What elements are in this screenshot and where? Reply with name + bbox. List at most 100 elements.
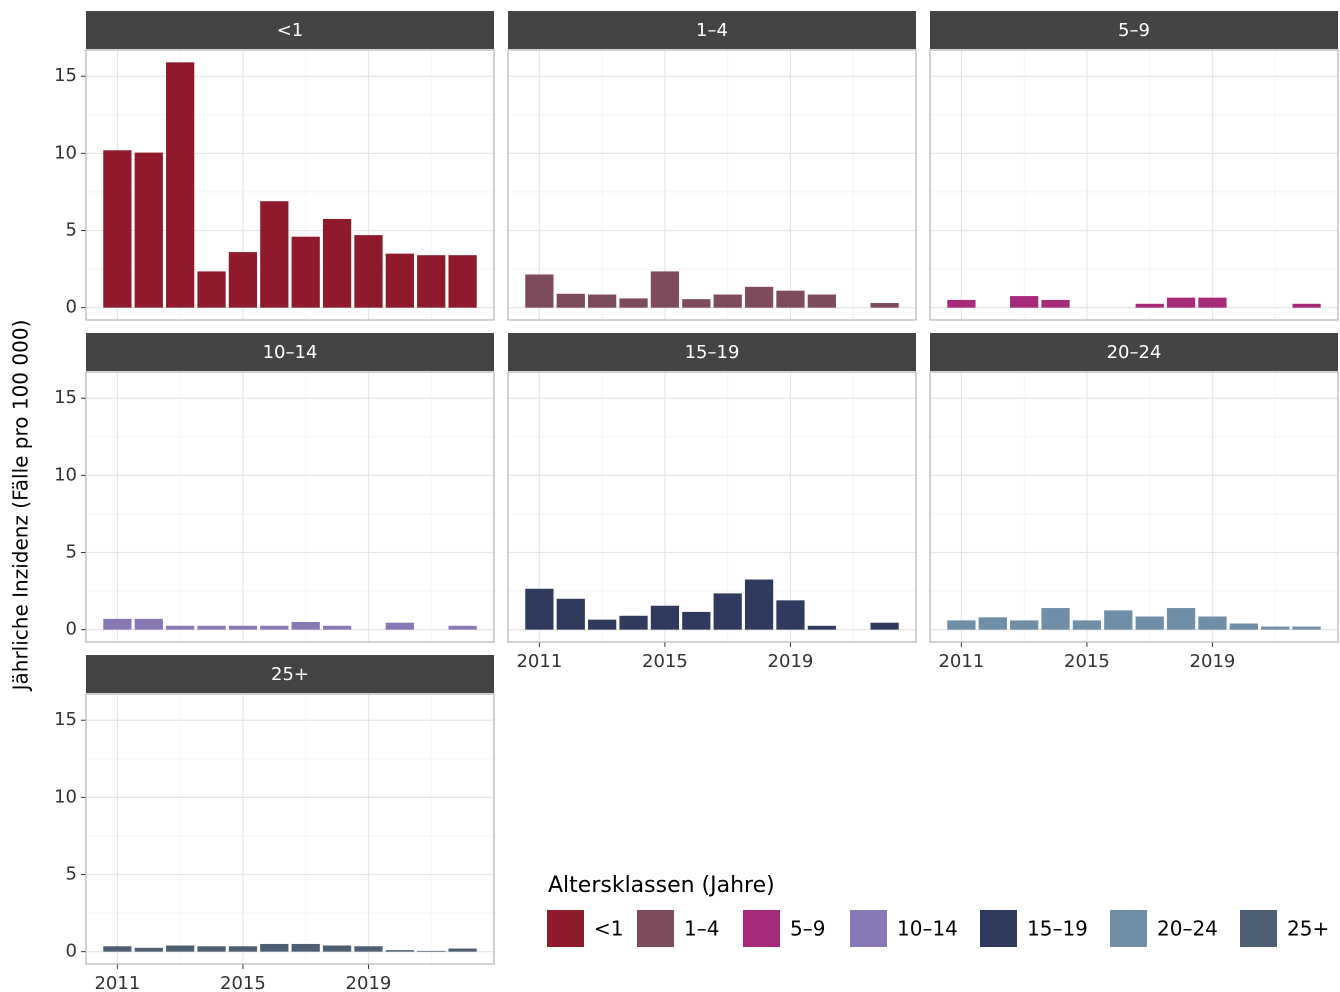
bar (1166, 297, 1196, 308)
legend-label: 15–19 (1027, 917, 1088, 941)
strip-label: 1–4 (696, 20, 728, 41)
bar (197, 271, 226, 308)
legend-title: Altersklassen (Jahre) (548, 873, 775, 898)
bar (448, 948, 477, 952)
bar (197, 625, 226, 630)
panel-border (85, 371, 495, 643)
legend-key (637, 910, 674, 947)
y-tick-label: 0 (66, 941, 77, 962)
bar (385, 950, 414, 952)
y-tick-label: 0 (66, 619, 77, 640)
y-tick-label: 10 (54, 464, 77, 485)
bar (228, 946, 258, 952)
bar (291, 236, 320, 308)
bar (978, 617, 1007, 630)
legend-key (547, 910, 584, 947)
y-tick-label: 15 (54, 387, 77, 408)
legend-label: 10–14 (897, 917, 958, 941)
x-tick-label: 2019 (768, 651, 814, 672)
legend-key (1240, 910, 1277, 947)
bar (619, 615, 648, 630)
legend-key (1110, 910, 1147, 947)
bar (448, 255, 477, 308)
strip (86, 11, 494, 49)
bar (385, 253, 414, 308)
bar (291, 621, 320, 630)
strip-label: 25+ (271, 664, 309, 685)
bar (1135, 303, 1164, 308)
bar (166, 62, 195, 308)
legend-label: 1–4 (684, 917, 719, 941)
bar (417, 255, 446, 308)
bar (1261, 626, 1290, 630)
y-tick-label: 0 (66, 297, 77, 318)
bar (1135, 616, 1164, 630)
bar (776, 290, 805, 308)
strip (508, 333, 916, 371)
y-tick-label: 15 (54, 709, 77, 730)
bar (588, 619, 617, 630)
x-tick-label: 2019 (1190, 651, 1236, 672)
bar (448, 625, 477, 630)
y-tick-label: 10 (54, 786, 77, 807)
x-tick-label: 2011 (516, 651, 562, 672)
bar (385, 622, 414, 630)
bar (354, 235, 383, 308)
bar (228, 625, 258, 630)
bar (807, 625, 836, 630)
bar (322, 625, 352, 630)
strip (86, 655, 494, 693)
y-tick-label: 5 (66, 864, 77, 885)
x-tick-label: 2015 (642, 651, 688, 672)
bar (1041, 299, 1070, 308)
x-tick-label: 2015 (220, 973, 266, 992)
bar (525, 588, 554, 630)
bar (588, 294, 617, 308)
strip-label: 15–19 (685, 342, 740, 363)
y-tick-label: 5 (66, 542, 77, 563)
bar (556, 293, 585, 308)
bar (744, 286, 774, 308)
bar (134, 618, 163, 630)
bar (134, 947, 163, 952)
x-tick-label: 2011 (938, 651, 984, 672)
bar (947, 620, 976, 630)
x-tick-label: 2015 (1064, 651, 1110, 672)
bar (870, 303, 899, 308)
strip-label: 20–24 (1107, 342, 1162, 363)
bar (1198, 297, 1227, 308)
bar (682, 611, 711, 630)
y-tick-label: 10 (54, 142, 77, 163)
bar (134, 152, 163, 308)
bar (103, 946, 132, 952)
bar (417, 950, 446, 952)
bar (713, 593, 742, 630)
x-tick-label: 2011 (94, 973, 140, 992)
strip-label: 5–9 (1118, 20, 1150, 41)
strip (930, 11, 1338, 49)
bar (1010, 296, 1039, 308)
bar (103, 618, 132, 630)
bar (776, 600, 805, 630)
bar (1104, 610, 1133, 630)
bar (260, 943, 289, 952)
bar (713, 294, 742, 308)
strip-label: <1 (277, 20, 304, 41)
bar (556, 598, 585, 630)
bar (260, 201, 289, 308)
panel-border (507, 49, 917, 321)
bar (1010, 620, 1039, 630)
legend-label: <1 (594, 917, 623, 941)
bar (1166, 608, 1196, 630)
bar (1292, 303, 1321, 308)
bar (744, 579, 774, 630)
bar (870, 622, 899, 630)
bar (197, 946, 226, 952)
bar (103, 150, 132, 308)
legend-label: 20–24 (1157, 917, 1218, 941)
bar (166, 625, 195, 630)
legend-key (980, 910, 1017, 947)
bar (354, 946, 383, 952)
bar (1072, 620, 1102, 630)
